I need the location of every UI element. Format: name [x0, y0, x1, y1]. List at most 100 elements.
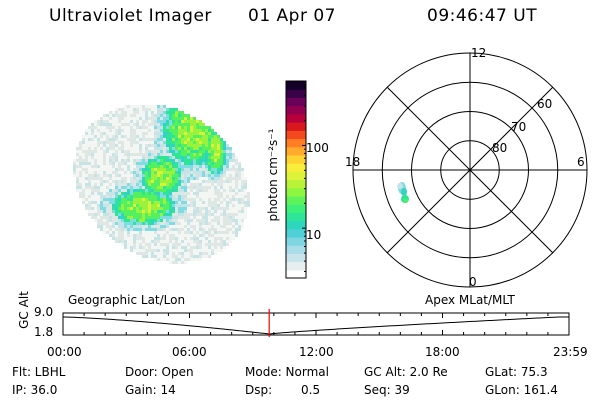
aurora-pixel	[214, 135, 217, 138]
aurora-pixel	[226, 201, 229, 204]
aurora-pixel	[139, 114, 142, 117]
aurora-pixel	[172, 258, 175, 261]
aurora-pixel	[208, 249, 211, 252]
aurora-pixel	[217, 138, 220, 141]
aurora-pixel	[160, 255, 163, 258]
aurora-pixel	[193, 222, 196, 225]
aurora-pixel	[193, 240, 196, 243]
aurora-pixel	[244, 177, 247, 180]
aurora-pixel	[178, 180, 181, 183]
aurora-pixel	[205, 126, 208, 129]
aurora-pixel	[160, 150, 163, 153]
polar-aurora-blob	[401, 188, 407, 196]
aurora-pixel	[181, 138, 184, 141]
timeline-altitude-curve	[62, 316, 569, 335]
aurora-pixel	[136, 141, 139, 144]
aurora-pixel	[178, 195, 181, 198]
aurora-pixel	[202, 240, 205, 243]
aurora-pixel	[187, 231, 190, 234]
aurora-pixel	[175, 228, 178, 231]
aurora-pixel	[118, 186, 121, 189]
aurora-pixel	[163, 258, 166, 261]
aurora-pixel	[103, 204, 106, 207]
aurora-pixel	[229, 222, 232, 225]
aurora-pixel	[208, 225, 211, 228]
aurora-pixel	[91, 135, 94, 138]
aurora-pixel	[103, 141, 106, 144]
aurora-pixel	[118, 144, 121, 147]
aurora-pixel	[112, 186, 115, 189]
aurora-pixel	[106, 150, 109, 153]
aurora-pixel	[124, 186, 127, 189]
aurora-pixel	[121, 180, 124, 183]
aurora-pixel	[127, 159, 130, 162]
aurora-pixel	[112, 204, 115, 207]
aurora-pixel	[106, 201, 109, 204]
aurora-pixel	[196, 195, 199, 198]
aurora-pixel	[127, 105, 130, 108]
aurora-pixel	[205, 156, 208, 159]
aurora-pixel	[133, 195, 136, 198]
aurora-pixel	[193, 129, 196, 132]
aurora-pixel	[166, 195, 169, 198]
aurora-pixel	[160, 234, 163, 237]
aurora-pixel	[199, 144, 202, 147]
aurora-pixel	[190, 189, 193, 192]
aurora-pixel	[88, 162, 91, 165]
aurora-pixel	[163, 204, 166, 207]
aurora-pixel	[112, 111, 115, 114]
info-mode: Mode: Normal	[245, 365, 329, 379]
aurora-pixel	[121, 225, 124, 228]
aurora-pixel	[175, 189, 178, 192]
aurora-pixel	[148, 114, 151, 117]
aurora-pixel	[154, 156, 157, 159]
aurora-pixel	[91, 204, 94, 207]
aurora-pixel	[232, 228, 235, 231]
aurora-pixel	[148, 150, 151, 153]
aurora-pixel	[136, 231, 139, 234]
aurora-pixel	[97, 147, 100, 150]
aurora-pixel	[145, 165, 148, 168]
aurora-pixel	[232, 192, 235, 195]
aurora-pixel	[175, 201, 178, 204]
aurora-pixel	[217, 153, 220, 156]
aurora-pixel	[136, 162, 139, 165]
aurora-pixel	[232, 165, 235, 168]
aurora-pixel	[142, 234, 145, 237]
aurora-pixel	[82, 159, 85, 162]
aurora-pixel	[151, 141, 154, 144]
aurora-pixel	[196, 126, 199, 129]
aurora-pixel	[163, 150, 166, 153]
aurora-pixel	[157, 129, 160, 132]
aurora-pixel	[184, 210, 187, 213]
aurora-pixel	[106, 165, 109, 168]
aurora-pixel	[100, 159, 103, 162]
aurora-pixel	[205, 189, 208, 192]
aurora-pixel	[172, 138, 175, 141]
aurora-pixel	[160, 105, 163, 108]
aurora-pixel	[166, 117, 169, 120]
aurora-pixel	[217, 186, 220, 189]
aurora-pixel	[166, 213, 169, 216]
aurora-pixel	[175, 171, 178, 174]
aurora-pixel	[79, 180, 82, 183]
aurora-pixel	[76, 156, 79, 159]
colorbar-frame	[285, 80, 307, 279]
aurora-pixel	[163, 171, 166, 174]
aurora-pixel	[106, 186, 109, 189]
aurora-pixel	[109, 231, 112, 234]
aurora-pixel	[133, 246, 136, 249]
aurora-pixel	[97, 213, 100, 216]
aurora-pixel	[145, 186, 148, 189]
aurora-pixel	[238, 171, 241, 174]
aurora-pixel	[199, 147, 202, 150]
aurora-pixel	[94, 183, 97, 186]
aurora-pixel	[106, 195, 109, 198]
aurora-pixel	[118, 168, 121, 171]
aurora-pixel	[127, 195, 130, 198]
aurora-pixel	[151, 174, 154, 177]
aurora-pixel	[148, 159, 151, 162]
aurora-pixel	[202, 228, 205, 231]
aurora-pixel	[148, 174, 151, 177]
aurora-pixel	[127, 144, 130, 147]
